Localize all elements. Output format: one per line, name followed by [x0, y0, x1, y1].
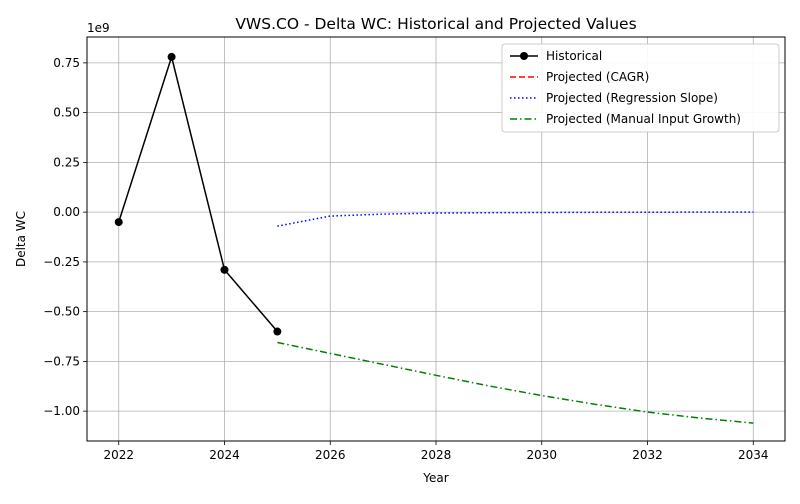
x-tick-label: 2032 [632, 448, 663, 462]
chart-title: VWS.CO - Delta WC: Historical and Projec… [235, 15, 636, 33]
y-tick-label: 0.75 [53, 56, 80, 70]
legend-box [501, 43, 780, 133]
series-lines [117, 54, 754, 424]
y-tick-label: −0.25 [43, 255, 80, 269]
x-tick-label: 2028 [421, 448, 452, 462]
x-axis-ticks: 2022 2024 2026 2028 2030 2032 2034 [103, 441, 769, 462]
y-tick-label: −1.00 [43, 404, 80, 418]
data-point [273, 327, 282, 336]
x-axis-label: Year [422, 471, 448, 485]
series-line-3 [277, 341, 754, 424]
y-tick-label: −0.50 [43, 305, 80, 319]
y-scale-label: 1e9 [87, 21, 110, 35]
legend-label: Projected (CAGR) [546, 70, 649, 84]
x-tick-label: 2026 [315, 448, 346, 462]
x-tick-label: 2024 [209, 448, 240, 462]
x-tick-label: 2034 [738, 448, 769, 462]
series-line-0 [117, 54, 278, 332]
x-tick-label: 2030 [526, 448, 557, 462]
legend: Historical Projected (CAGR) Projected (Reg… [501, 43, 780, 133]
x-tick-label: 2022 [103, 448, 134, 462]
legend-label: Historical [546, 49, 602, 63]
y-tick-label: 0.00 [53, 205, 80, 219]
y-tick-label: 0.50 [53, 106, 80, 120]
y-axis-ticks: 0.75 0.50 0.25 0.00 −0.25 −0.50 −0.75 −1.00 [43, 56, 87, 418]
legend-label: Projected (Manual Input Growth) [546, 112, 741, 126]
data-point [220, 265, 229, 274]
legend-marker [520, 52, 528, 60]
series-line-2 [277, 211, 754, 227]
series-markers [114, 52, 282, 336]
legend-label: Projected (Regression Slope) [546, 91, 718, 105]
y-axis-label: Delta WC [14, 211, 28, 267]
data-point [114, 218, 123, 227]
data-point [167, 52, 176, 61]
y-tick-label: 0.25 [53, 155, 80, 169]
y-tick-label: −0.75 [43, 354, 80, 368]
